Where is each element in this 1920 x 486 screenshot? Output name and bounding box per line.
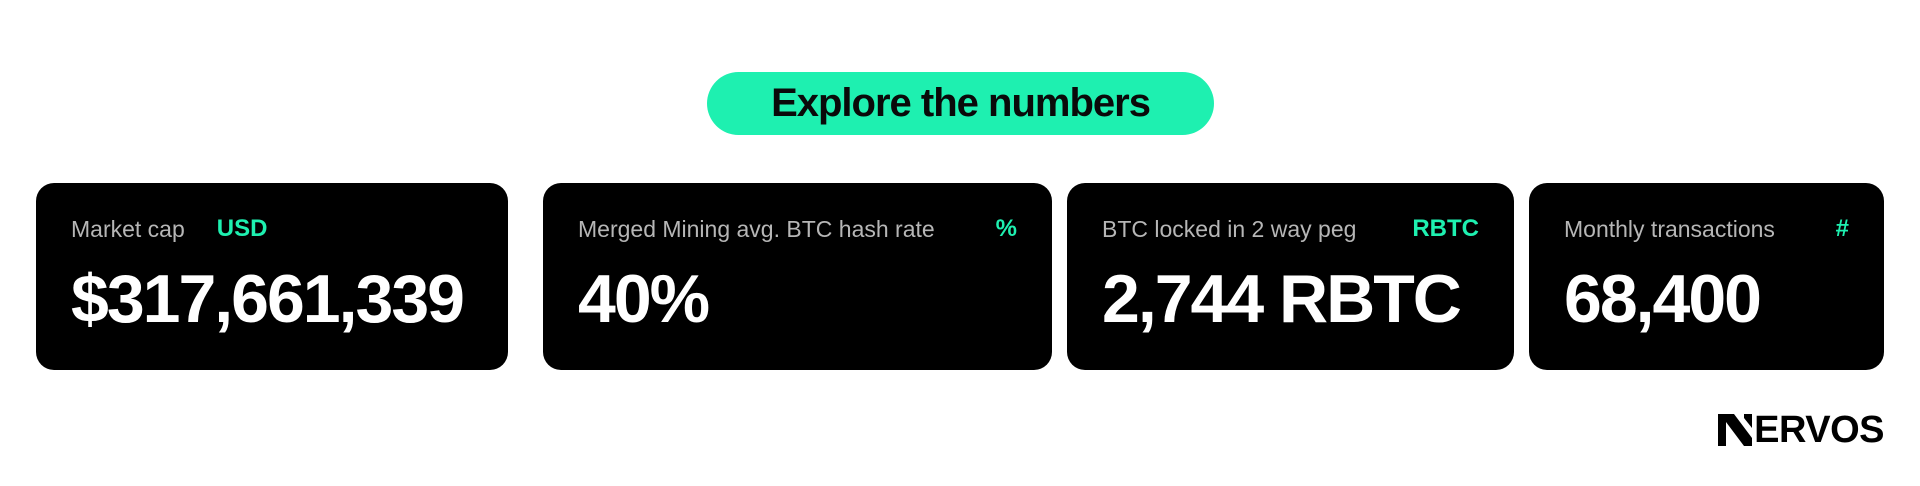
section-title: Explore the numbers [771,81,1151,125]
stat-card-header: Market cap USD [71,215,473,243]
stat-value: 68,400 [1564,261,1762,337]
section-title-pill: Explore the numbers [707,72,1214,135]
stat-card-monthly-transactions: Monthly transactions # 68,400 [1529,183,1884,370]
nervos-logo: ERVOS [1718,409,1884,451]
stat-value: 2,744 RBTC [1102,261,1462,337]
stat-value: $317,661,339 [71,261,465,337]
stat-card-market-cap: Market cap USD $317,661,339 [36,183,508,370]
stat-unit: # [1835,215,1849,242]
stat-label: Market cap [71,215,185,242]
stat-card-header: BTC locked in 2 way peg RBTC [1102,215,1479,243]
stat-label: BTC locked in 2 way peg [1102,215,1357,242]
stat-unit: RBTC [1412,215,1479,242]
stat-value: 40% [578,261,710,337]
stat-card-header: Monthly transactions # [1564,215,1849,243]
stat-unit: USD [216,215,268,242]
stat-card-header: Merged Mining avg. BTC hash rate % [578,215,1017,243]
stat-label: Monthly transactions [1564,215,1775,242]
stat-card-hash-rate: Merged Mining avg. BTC hash rate % 40% [543,183,1052,370]
stat-label: Merged Mining avg. BTC hash rate [578,215,935,242]
stat-card-btc-locked: BTC locked in 2 way peg RBTC 2,744 RBTC [1067,183,1514,370]
stat-unit: % [995,215,1017,242]
brand-name: ERVOS [1754,409,1884,451]
nervos-n-logo-icon [1718,414,1753,446]
